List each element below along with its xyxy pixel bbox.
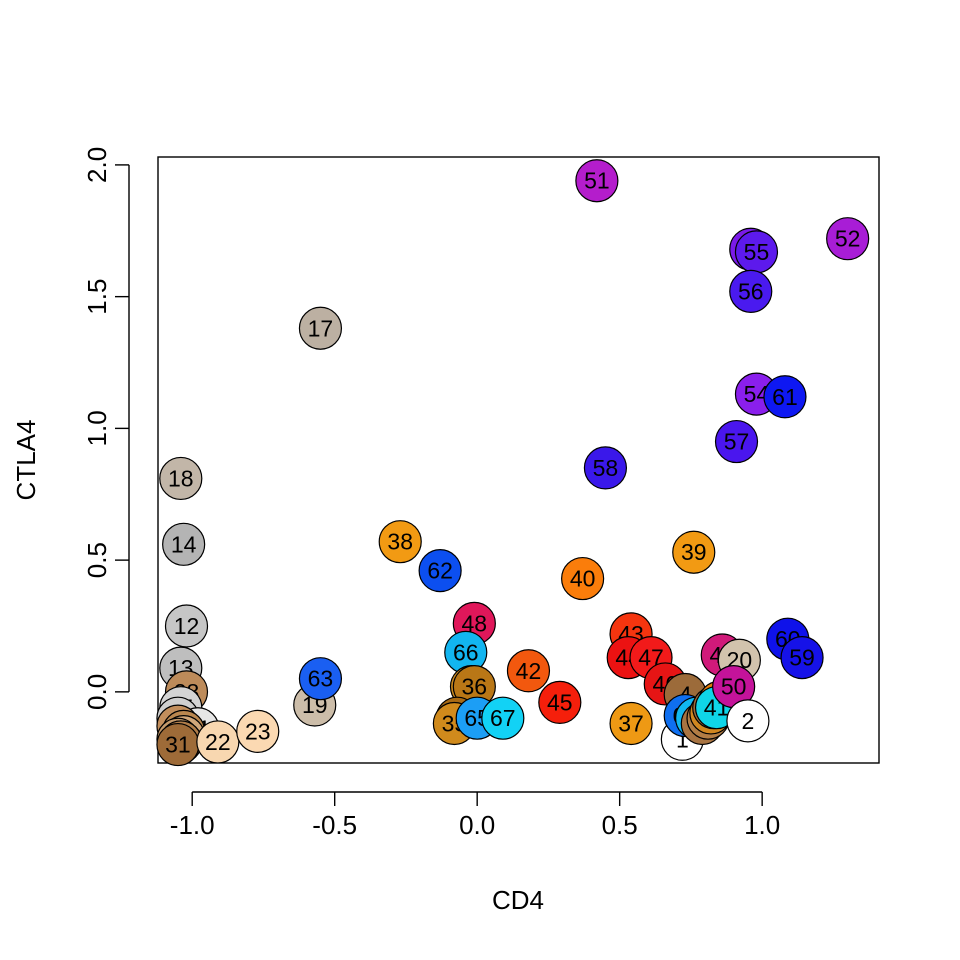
data-point: 45 — [538, 680, 582, 725]
data-point-marker — [726, 699, 770, 743]
data-point-label: 18 — [168, 465, 194, 491]
data-point-marker — [583, 446, 628, 490]
data-point-marker — [159, 456, 203, 501]
data-point: 17 — [298, 306, 343, 350]
y-tick-label: 0.5 — [82, 542, 112, 578]
data-point-label: 55 — [744, 239, 770, 265]
data-point-label: 2 — [742, 708, 755, 734]
data-point-label: 38 — [387, 529, 413, 555]
data-point-marker — [826, 217, 870, 261]
data-point: 2 — [726, 699, 770, 743]
y-tick-label: 1.0 — [82, 410, 112, 446]
y-axis-title: CTLA4 — [11, 420, 41, 501]
data-point-label: 40 — [570, 566, 596, 592]
data-point: 22 — [196, 720, 240, 764]
data-point-label: 59 — [789, 645, 815, 671]
data-point: 23 — [236, 709, 280, 753]
data-point-label: 22 — [205, 729, 231, 755]
x-tick-label: -1.0 — [170, 810, 215, 840]
data-point-label: 61 — [772, 384, 798, 410]
data-point: 55 — [734, 230, 779, 274]
x-tick-label: 0.5 — [602, 810, 638, 840]
data-point-label: 50 — [721, 674, 747, 700]
data-point-label: 23 — [245, 718, 271, 744]
data-point: 58 — [583, 446, 628, 490]
data-point-label: 37 — [618, 710, 644, 736]
data-point-marker — [298, 306, 343, 350]
data-point-marker — [378, 520, 422, 564]
data-point-label: 45 — [547, 689, 573, 715]
data-point: 39 — [672, 530, 716, 574]
data-point-label: 42 — [516, 658, 542, 684]
y-axis: 0.0 0.5 1.0 1.5 2.0 — [82, 147, 130, 710]
data-point-marker — [538, 680, 582, 725]
data-point-label: 67 — [490, 705, 516, 731]
data-point-marker — [418, 549, 462, 593]
plot-frame — [157, 156, 880, 764]
data-point: 67 — [481, 696, 525, 740]
data-point: 51 — [575, 159, 619, 203]
data-point-marker — [575, 159, 619, 203]
y-tick-label: 1.5 — [82, 279, 112, 315]
data-point: 52 — [826, 217, 870, 261]
data-point-marker — [763, 375, 807, 419]
x-tick-label: 0.0 — [459, 810, 495, 840]
data-point: 59 — [780, 636, 824, 680]
data-point: 50 — [712, 664, 756, 709]
data-point-label: 63 — [308, 666, 334, 692]
data-point: 40 — [561, 556, 605, 601]
data-point: 63 — [298, 657, 343, 701]
data-point-label: 17 — [308, 315, 334, 341]
data-point-label: 51 — [584, 168, 610, 194]
x-tick-label: -0.5 — [312, 810, 357, 840]
x-axis-title: CD4 — [492, 885, 544, 915]
data-point-marker — [481, 696, 525, 740]
data-point: 42 — [506, 649, 551, 693]
data-point: 14 — [162, 522, 206, 566]
data-point: 31 — [156, 722, 200, 767]
data-point-marker — [162, 522, 206, 566]
data-point-label: 39 — [681, 539, 707, 565]
data-point-label: 14 — [171, 531, 197, 557]
data-point-label: 57 — [724, 429, 750, 455]
data-point-marker — [164, 604, 209, 648]
data-point: 36 — [452, 664, 496, 709]
data-point-label: 52 — [835, 226, 861, 252]
data-point: 66 — [444, 630, 488, 674]
data-point-label: 58 — [593, 455, 619, 481]
data-point: 37 — [609, 701, 653, 746]
y-tick-label: 2.0 — [82, 147, 112, 183]
data-point-marker — [729, 269, 773, 313]
data-point-marker — [236, 709, 280, 753]
data-point-marker — [506, 649, 551, 693]
data-point-marker — [196, 720, 240, 764]
data-point-label: 36 — [462, 674, 488, 700]
data-point: 56 — [729, 269, 773, 313]
data-point: 61 — [763, 375, 807, 419]
data-point: 38 — [378, 520, 422, 564]
data-point-label: 66 — [453, 639, 479, 665]
data-points: 1718141213281516212526242729303122231963… — [156, 159, 870, 767]
data-point-marker — [298, 657, 343, 701]
data-point: 18 — [159, 456, 203, 501]
x-axis: -1.0 -0.5 0.0 0.5 1.0 — [170, 791, 780, 840]
data-point-marker — [609, 701, 653, 746]
data-point-label: 31 — [165, 732, 191, 758]
data-point: 12 — [164, 604, 209, 648]
data-point-label: 56 — [738, 278, 764, 304]
data-point-label: 12 — [174, 613, 200, 639]
data-point-marker — [561, 556, 605, 601]
y-tick-label: 0.0 — [82, 674, 112, 710]
x-tick-label: 1.0 — [744, 810, 780, 840]
data-point-marker — [714, 419, 759, 464]
data-point-label: 62 — [427, 558, 453, 584]
data-point: 57 — [714, 419, 759, 464]
data-point-marker — [672, 530, 716, 574]
data-point: 62 — [418, 549, 462, 593]
data-point-marker — [780, 636, 824, 680]
